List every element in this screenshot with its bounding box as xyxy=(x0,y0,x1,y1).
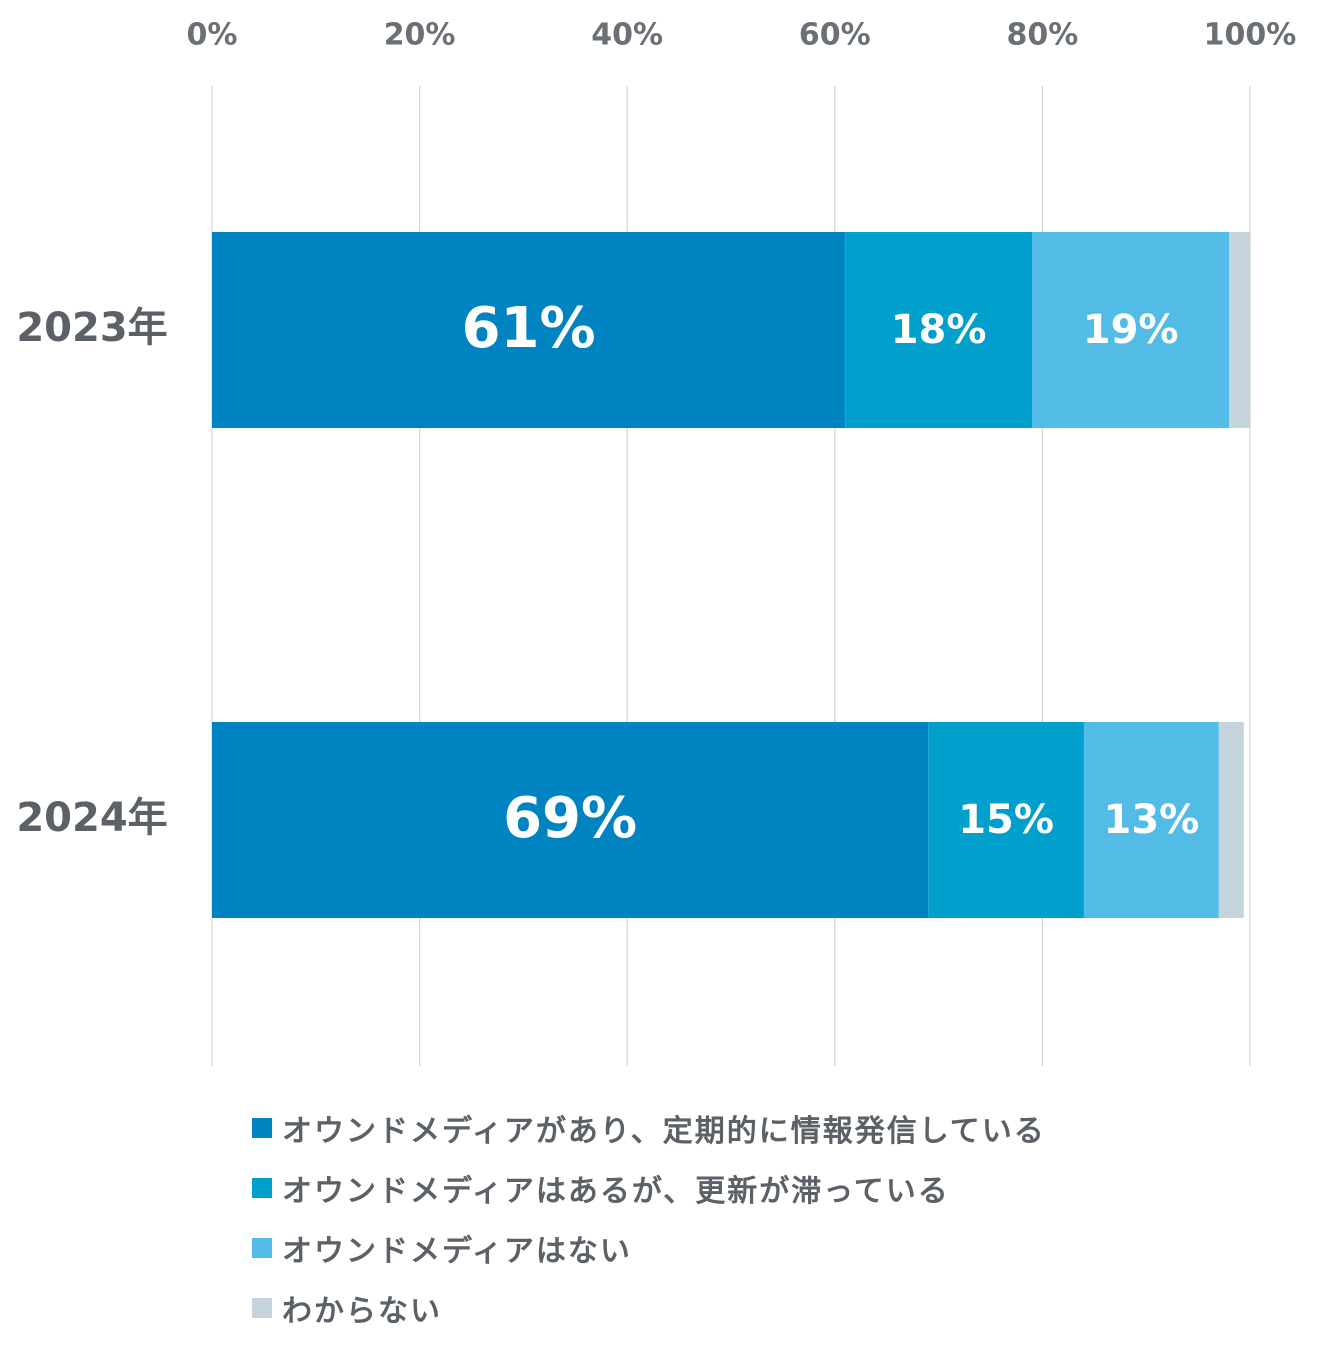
legend-label: オウンドメディアはない xyxy=(282,1234,632,1269)
bar-segment xyxy=(212,232,846,428)
bar-segment xyxy=(928,722,1084,918)
data-label: 69% xyxy=(503,786,637,851)
legend-label: オウンドメディアがあり、定期的に情報発信している xyxy=(282,1114,1046,1149)
data-label: 61% xyxy=(462,296,596,361)
legend-item: オウンドメディアはない xyxy=(252,1218,1046,1278)
x-tick-label: 0% xyxy=(187,18,238,53)
bar-segment xyxy=(1032,232,1230,428)
legend-label: わからない xyxy=(282,1294,442,1329)
data-label: 15% xyxy=(958,797,1054,843)
legend-item: わからない xyxy=(252,1278,1046,1338)
bar-segment xyxy=(212,722,929,918)
data-label: 18% xyxy=(891,307,987,353)
data-label: 19% xyxy=(1083,307,1179,353)
legend-swatch xyxy=(252,1238,272,1258)
x-tick-label: 80% xyxy=(1006,18,1078,53)
legend-label: オウンドメディアはあるが、更新が滞っている xyxy=(282,1174,950,1209)
data-label: 13% xyxy=(1104,797,1200,843)
bar-segment xyxy=(1229,232,1250,428)
bar-segment xyxy=(1083,722,1219,918)
x-tick-label: 20% xyxy=(384,18,456,53)
legend-swatch xyxy=(252,1118,272,1138)
legend-item: オウンドメディアがあり、定期的に情報発信している xyxy=(252,1098,1046,1158)
category-label: 2023年 xyxy=(16,305,167,351)
x-tick-label: 40% xyxy=(591,18,663,53)
bar-segment xyxy=(845,232,1033,428)
chart-legend: オウンドメディアがあり、定期的に情報発信している オウンドメディアはあるが、更新が… xyxy=(252,1098,1046,1338)
legend-swatch xyxy=(252,1298,272,1318)
legend-item: オウンドメディアはあるが、更新が滞っている xyxy=(252,1158,1046,1218)
chart-plot: 0% 20% 40% 60% 80% 100% 2023年 61% 18% 19% 2024年 69%… xyxy=(16,18,1297,1066)
legend-swatch xyxy=(252,1178,272,1198)
bar-segment xyxy=(1218,722,1244,918)
x-tick-label: 60% xyxy=(799,18,871,53)
category-label: 2024年 xyxy=(16,795,167,841)
x-tick-label: 100% xyxy=(1204,18,1297,53)
